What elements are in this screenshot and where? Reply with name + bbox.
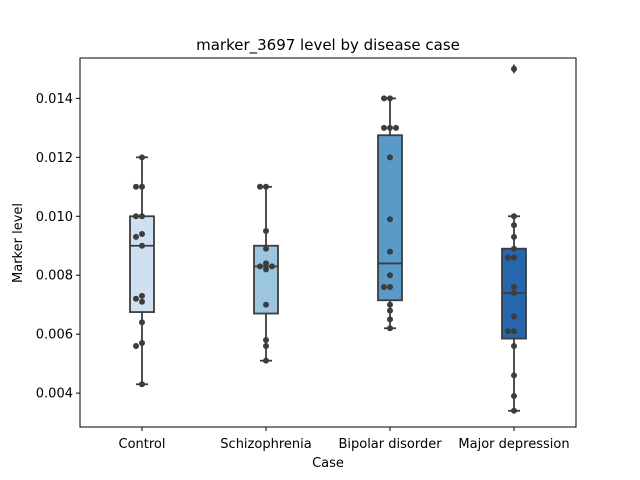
data-point — [263, 357, 269, 364]
box-iqr — [253, 244, 279, 315]
data-point — [511, 372, 517, 379]
data-point — [133, 342, 139, 349]
data-point — [257, 263, 263, 270]
data-point — [387, 307, 393, 314]
box-group — [253, 185, 279, 362]
data-point — [133, 295, 139, 302]
data-point — [133, 233, 139, 240]
data-point — [511, 342, 517, 349]
data-point — [511, 289, 517, 296]
data-point — [269, 263, 275, 270]
data-point — [263, 183, 269, 190]
data-point — [511, 284, 517, 291]
x-tick-label: Schizophrenia — [220, 437, 311, 452]
plot-layer — [129, 63, 527, 414]
data-point — [381, 95, 387, 102]
y-tick-label: 0.006 — [36, 328, 73, 343]
x-tick-label: Major depression — [458, 437, 569, 452]
data-point — [257, 183, 263, 190]
data-point — [511, 65, 517, 72]
chart-title: marker_3697 level by disease case — [196, 36, 460, 55]
data-point — [505, 328, 511, 335]
y-tick-label: 0.014 — [36, 92, 73, 107]
data-point — [387, 216, 393, 223]
data-point — [387, 301, 393, 308]
data-point — [381, 124, 387, 131]
data-point — [387, 316, 393, 323]
data-point — [505, 254, 511, 261]
data-point — [511, 328, 517, 335]
data-point — [511, 222, 517, 229]
data-point — [139, 298, 145, 305]
x-axis: Control Schizophrenia Bipolar disorder Majo… — [119, 427, 570, 452]
y-axis: 0.004 0.006 0.008 0.010 0.012 0.014 — [36, 92, 80, 402]
data-point — [139, 319, 145, 326]
x-tick-label: Control — [119, 437, 166, 452]
data-point — [139, 381, 145, 388]
data-point — [139, 292, 145, 299]
data-point — [263, 342, 269, 349]
data-point — [511, 407, 517, 414]
data-point — [387, 325, 393, 332]
data-point — [139, 340, 145, 347]
data-point — [263, 266, 269, 273]
data-point — [387, 95, 393, 102]
data-point — [139, 230, 145, 237]
data-point — [511, 254, 517, 261]
data-point — [387, 124, 393, 131]
data-point — [263, 228, 269, 235]
x-tick-label: Bipolar disorder — [338, 437, 442, 452]
data-point — [133, 183, 139, 190]
data-point — [263, 260, 269, 267]
data-point — [387, 154, 393, 161]
data-point — [387, 284, 393, 291]
data-point — [139, 154, 145, 161]
y-tick-label: 0.012 — [36, 151, 73, 166]
data-point — [387, 272, 393, 279]
data-point — [263, 301, 269, 308]
data-point — [139, 242, 145, 249]
data-point — [387, 248, 393, 255]
data-point — [263, 337, 269, 344]
plot-frame — [79, 57, 577, 428]
data-point — [139, 213, 145, 220]
data-point — [133, 213, 139, 220]
data-point — [263, 245, 269, 252]
y-axis-label: Marker level — [11, 203, 26, 283]
data-point — [511, 393, 517, 400]
data-point — [511, 213, 517, 220]
data-point — [511, 233, 517, 240]
x-axis-label: Case — [312, 456, 344, 471]
y-tick-label: 0.004 — [36, 387, 73, 402]
data-point — [139, 183, 145, 190]
data-point — [393, 124, 399, 131]
y-tick-label: 0.010 — [36, 210, 73, 225]
data-point — [381, 284, 387, 291]
y-tick-label: 0.008 — [36, 269, 73, 284]
data-point — [511, 245, 517, 252]
data-point — [511, 313, 517, 320]
